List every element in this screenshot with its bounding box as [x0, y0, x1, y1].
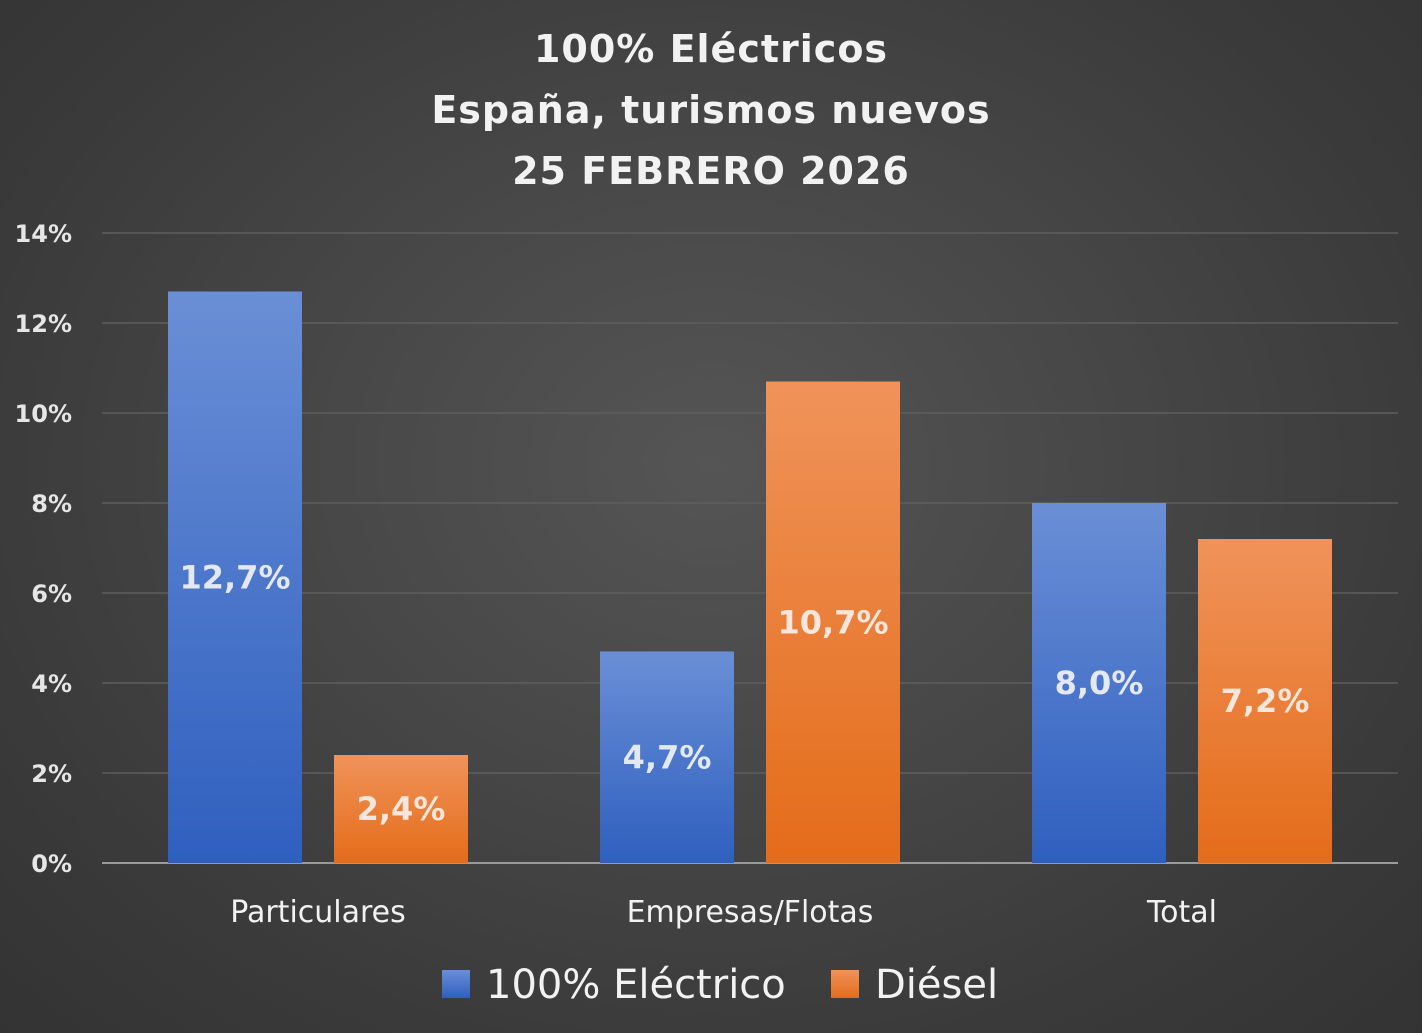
chart-title-line-3: 25 FEBRERO 2026 [512, 149, 910, 193]
chart-title-line-1: 100% Eléctricos [534, 27, 888, 71]
data-label: 4,7% [623, 738, 712, 776]
bar-electrico-2 [1032, 503, 1166, 863]
y-tick-label: 4% [31, 670, 72, 698]
bar-diesel-1 [766, 381, 900, 863]
gridlines [102, 232, 1398, 864]
data-label: 10,7% [777, 603, 888, 641]
y-tick-label: 12% [15, 310, 72, 338]
bars [168, 291, 1332, 863]
legend: 100% Eléctrico Diésel [442, 962, 998, 1008]
legend-swatch-electrico [442, 970, 470, 998]
y-tick-label: 2% [31, 760, 72, 788]
bar-diesel-0 [334, 755, 468, 863]
x-tick-label: Particulares [230, 895, 406, 930]
y-tick-label: 8% [31, 490, 72, 518]
legend-swatch-diesel [831, 970, 859, 998]
data-label: 7,2% [1221, 682, 1310, 720]
chart-title-line-2: España, turismos nuevos [431, 88, 990, 132]
data-label: 8,0% [1055, 664, 1144, 702]
bar-electrico-1 [600, 651, 734, 863]
data-label: 2,4% [357, 790, 446, 828]
y-axis-ticks: 0% 2% 4% 6% 8% 10% 12% 14% [15, 220, 72, 878]
y-tick-label: 6% [31, 580, 72, 608]
data-labels: 12,7% 2,4% 4,7% 10,7% 8,0% 7,2% [179, 558, 1309, 828]
x-axis-ticks: Particulares Empresas/Flotas Total [230, 895, 1217, 930]
y-tick-label: 14% [15, 220, 72, 248]
bar-diesel-2 [1198, 539, 1332, 863]
chart-title: 100% Eléctricos España, turismos nuevos … [431, 27, 990, 193]
y-tick-label: 10% [15, 400, 72, 428]
legend-label-electrico: 100% Eléctrico [486, 962, 786, 1008]
data-label: 12,7% [179, 558, 290, 596]
x-tick-label: Empresas/Flotas [627, 895, 874, 930]
x-tick-label: Total [1146, 895, 1217, 930]
legend-label-diesel: Diésel [875, 962, 998, 1008]
y-tick-label: 0% [31, 850, 72, 878]
bar-electrico-0 [168, 291, 302, 863]
